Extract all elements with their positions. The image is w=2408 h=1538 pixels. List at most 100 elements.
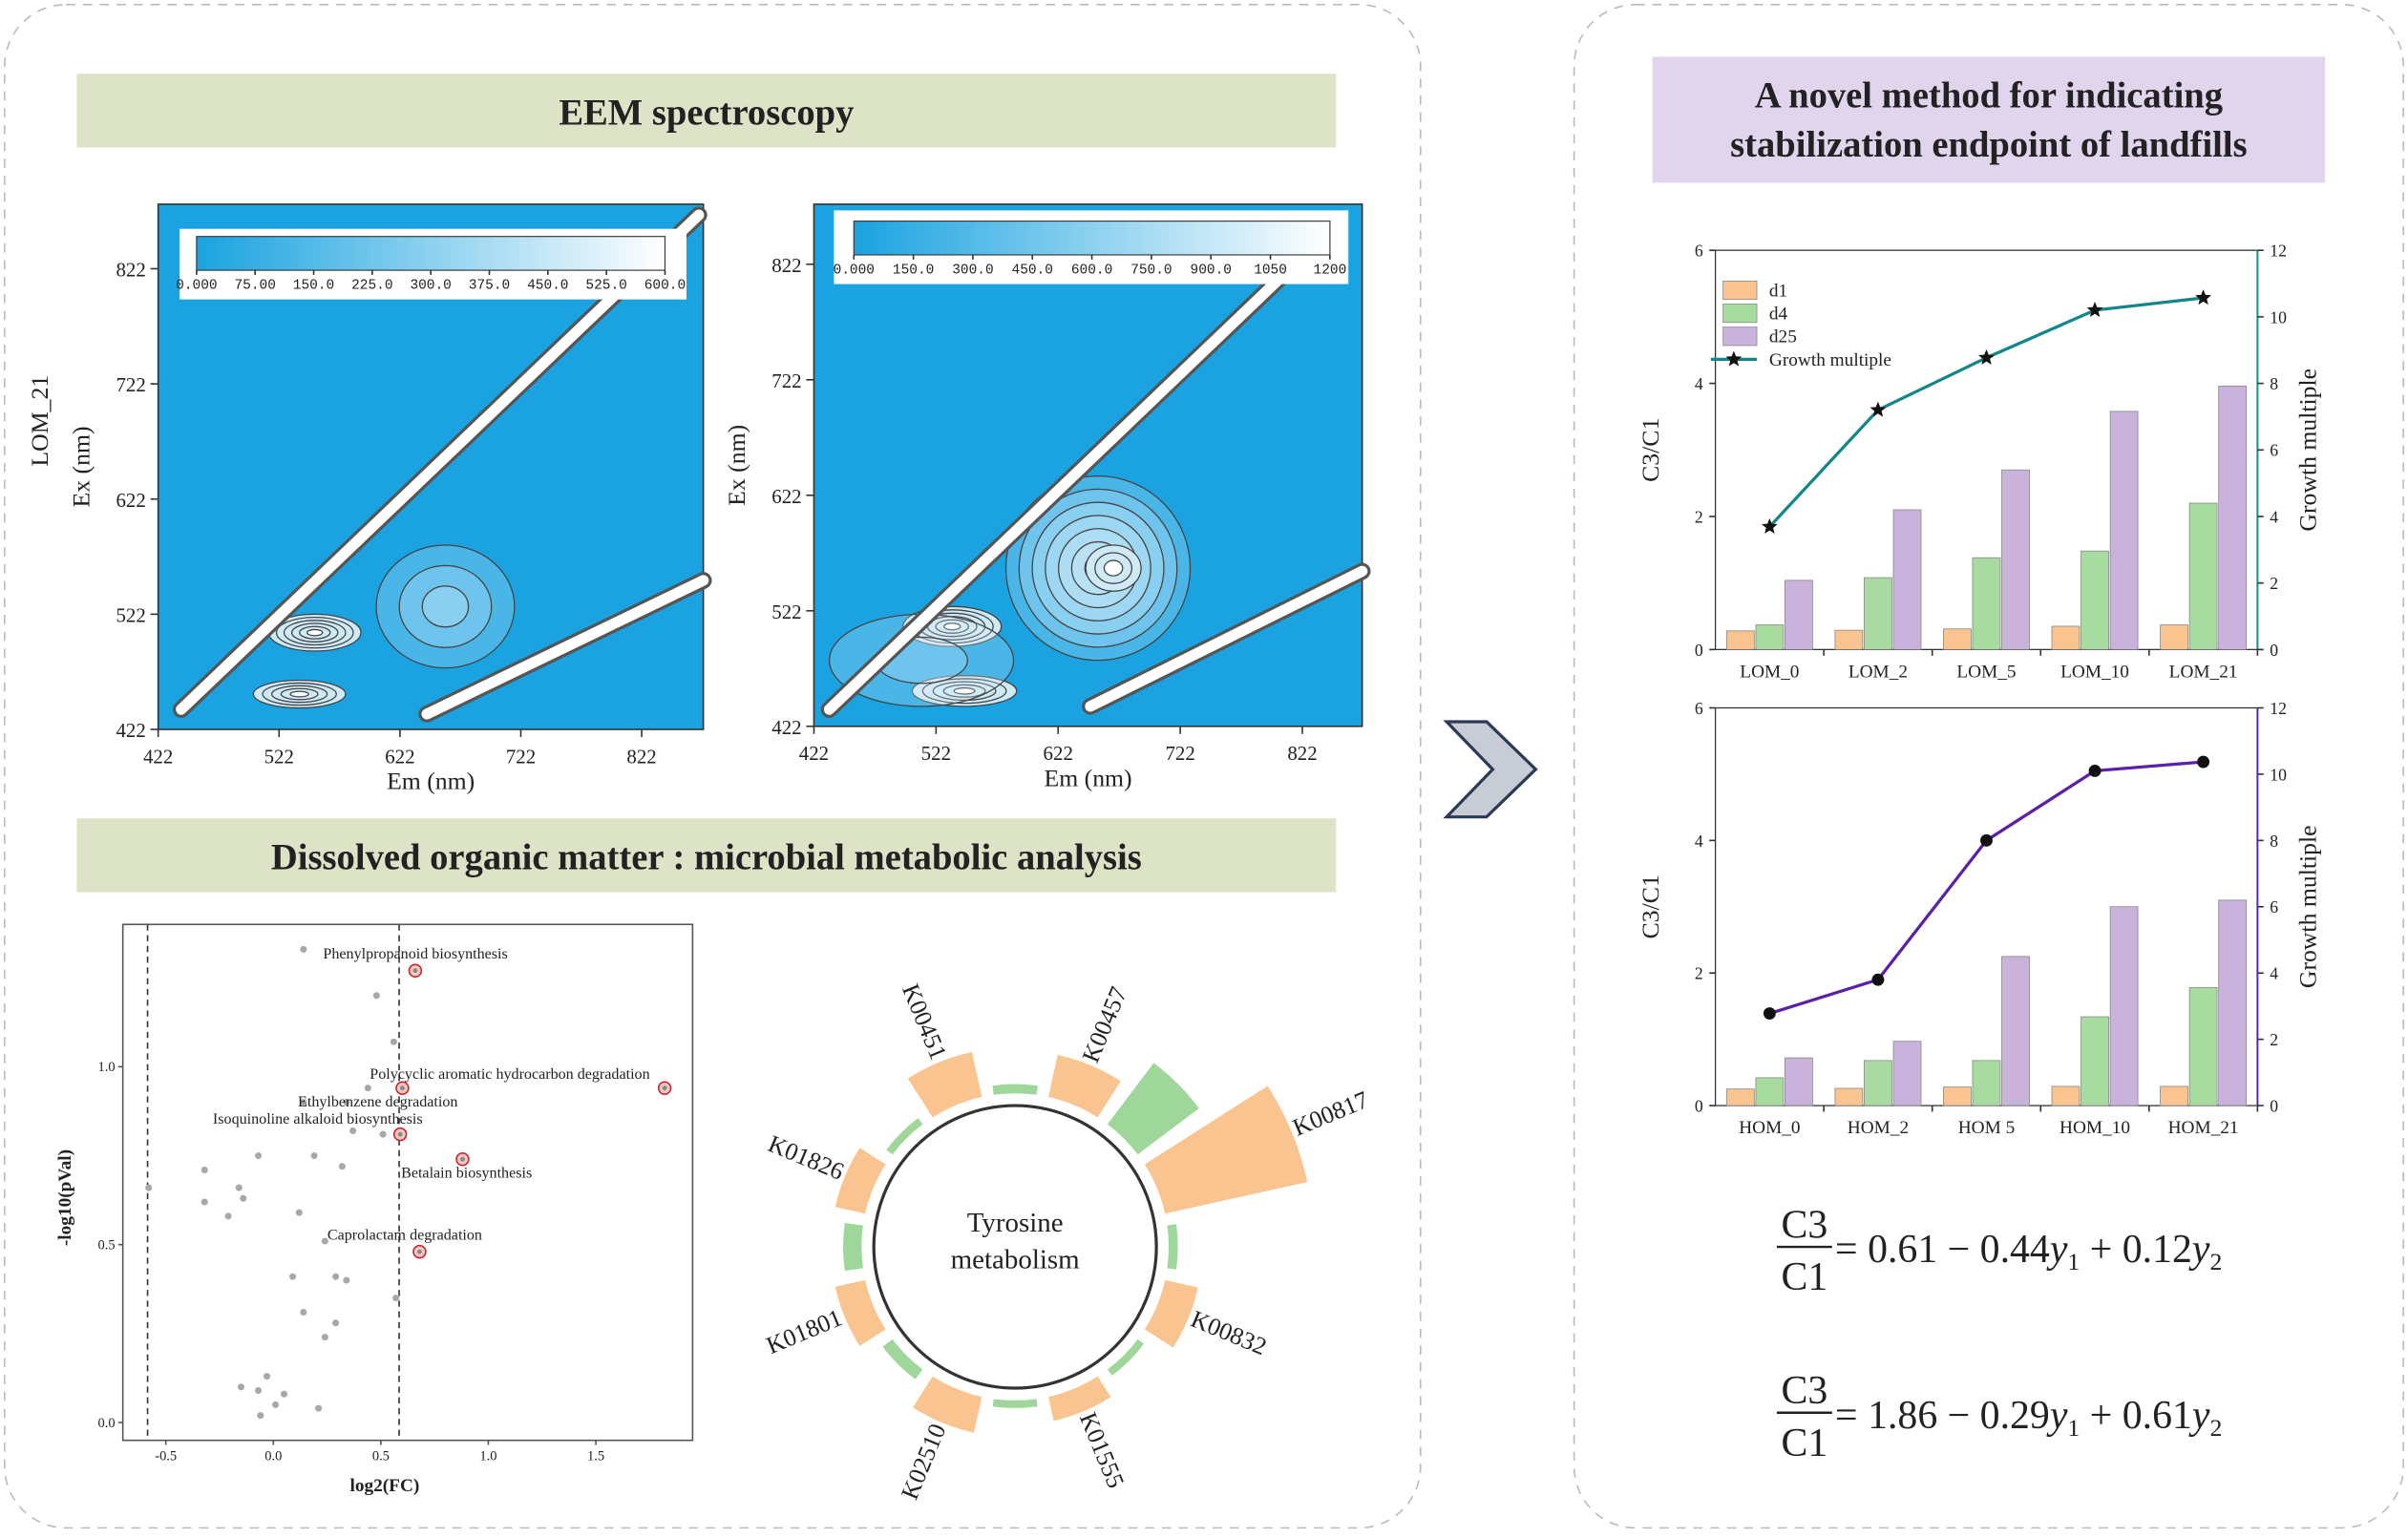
point	[289, 1273, 297, 1280]
x-tick-label: 722	[506, 745, 536, 768]
bar	[1864, 577, 1892, 650]
y-tick-label: 822	[116, 259, 145, 282]
colorbar-tick-label: 900.0	[1191, 263, 1232, 278]
x-tick-label: 722	[1165, 742, 1194, 765]
y2-tick-label: 0	[2270, 1096, 2278, 1115]
colorbar-tick-label: 225.0	[351, 278, 392, 293]
green-bar	[992, 1084, 1038, 1095]
bar	[2188, 987, 2218, 1106]
center-label: Tyrosine	[967, 1208, 1064, 1238]
orange-bar	[834, 1148, 886, 1214]
colorbar-tick-label: 525.0	[585, 278, 626, 293]
y2-tick-label: 8	[2270, 832, 2278, 851]
equation-term: y	[2188, 1394, 2210, 1438]
equation-term: + 0.61	[2080, 1394, 2192, 1438]
y2-tick-label: 10	[2270, 765, 2287, 784]
contour-line	[421, 585, 470, 628]
marker	[2086, 302, 2103, 318]
y2-axis-label: Growth multiple	[2293, 825, 2321, 988]
category-label: K00451	[897, 980, 953, 1064]
bar	[1892, 1041, 1922, 1106]
bar	[2188, 502, 2218, 650]
scatter-band	[421, 575, 709, 720]
colorbar-tick-label: 450.0	[1012, 263, 1053, 278]
bar	[2051, 1085, 2081, 1106]
bar	[2109, 906, 2139, 1106]
category-label: K01826	[764, 1129, 848, 1186]
point	[315, 1404, 323, 1412]
y-tick-label: 0.5	[98, 1238, 116, 1254]
x-tick-label: LOM_10	[2060, 662, 2129, 682]
point	[272, 1401, 280, 1408]
bar	[1725, 630, 1755, 650]
colorbar-tick-label: 75.00	[234, 278, 275, 293]
plot-frame	[1714, 706, 2259, 1106]
equation-term: = 0.61 − 0.44	[1835, 1228, 2050, 1272]
bar	[1834, 1087, 1864, 1106]
numerator: C3	[1782, 1369, 1828, 1413]
point	[300, 1308, 307, 1317]
category-label: K00457	[1077, 982, 1133, 1066]
y-axis-label: C3/C1	[1637, 874, 1664, 938]
orange-bar	[1144, 1279, 1198, 1348]
colorbar-tick-label: 300.0	[952, 263, 993, 278]
legend-label: Growth multiple	[1769, 350, 1891, 370]
point-label: Isoquinoline alkaloid biosynthesis	[213, 1111, 423, 1127]
bar	[1864, 1060, 1892, 1106]
contour-line	[953, 686, 976, 695]
point	[201, 1166, 208, 1173]
y-axis-label: C3/C1	[1637, 418, 1664, 482]
category-label: K01555	[1074, 1408, 1130, 1492]
orange-bar	[1144, 1085, 1308, 1214]
bar	[2160, 1085, 2188, 1106]
point	[321, 1334, 328, 1341]
y-tick-label: 2	[1695, 507, 1703, 526]
category-label: K00832	[1187, 1305, 1271, 1361]
x-tick-label: 622	[385, 745, 414, 768]
point	[412, 968, 418, 974]
x-tick-label: 822	[1287, 742, 1317, 765]
scatter-band	[1085, 565, 1368, 712]
orange-bar	[1047, 1055, 1121, 1118]
y2-tick-label: 12	[2270, 242, 2287, 261]
y2-tick-label: 6	[2270, 897, 2278, 916]
point	[237, 1383, 245, 1391]
green-bar	[882, 1338, 923, 1380]
y-tick-label: 522	[116, 603, 145, 626]
point	[254, 1386, 263, 1395]
point	[295, 1209, 303, 1216]
header-band	[1652, 56, 2326, 183]
green-bar	[886, 1118, 923, 1155]
colorbar-tick-label: 0.000	[834, 263, 875, 278]
bar	[1892, 509, 1922, 650]
contour-line	[942, 622, 961, 631]
y2-tick-label: 4	[2270, 964, 2278, 983]
equation-rhs: = 0.61 − 0.44y1 + 0.12y2	[1835, 1228, 2222, 1275]
y2-tick-label: 10	[2270, 307, 2287, 327]
numerator: C3	[1782, 1203, 1828, 1247]
left-panel	[4, 4, 1422, 1529]
colorbar-tick-label: 375.0	[469, 278, 510, 293]
bar	[2081, 1016, 2109, 1106]
point	[379, 1130, 387, 1138]
y-tick-label: 0	[1695, 641, 1703, 660]
point	[338, 1163, 346, 1170]
marker	[2088, 765, 2102, 777]
colorbar-tick-label: 150.0	[293, 278, 334, 293]
green-bar	[1107, 1063, 1199, 1155]
header-band	[76, 818, 1337, 893]
plot-frame	[121, 923, 694, 1442]
denominator: C1	[1782, 1422, 1828, 1465]
bar	[1755, 624, 1785, 650]
point-label: Caprolactam degradation	[327, 1227, 482, 1243]
y-tick-label: 522	[771, 600, 801, 623]
colorbar	[196, 236, 666, 271]
bar	[1834, 629, 1864, 650]
y-tick-label: 422	[771, 716, 801, 739]
point	[332, 1273, 340, 1280]
bar	[2109, 411, 2139, 650]
equation-term: + 0.12	[2080, 1228, 2192, 1272]
point	[240, 1194, 247, 1202]
point	[332, 1319, 340, 1327]
scatter-band	[823, 263, 1296, 715]
